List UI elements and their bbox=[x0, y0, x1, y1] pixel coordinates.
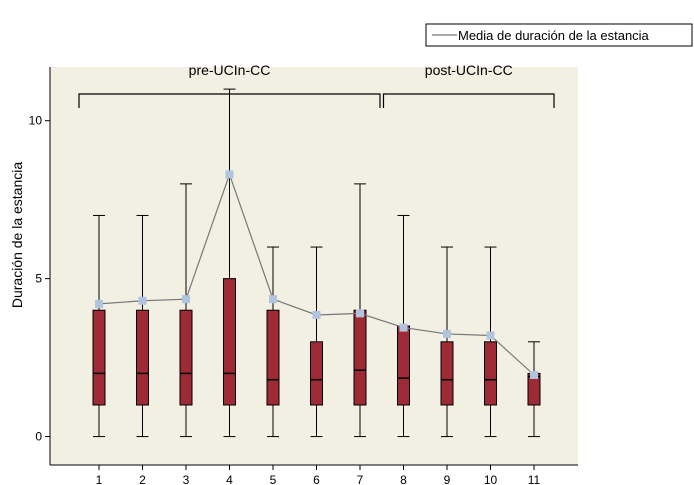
mean-marker bbox=[225, 170, 234, 179]
box-4 bbox=[223, 88, 236, 438]
x-tick-label: 9 bbox=[444, 473, 451, 485]
box-2 bbox=[136, 214, 149, 438]
axes: 0 5 10 1 2 3 4 5 6 7 8 9 10 11 bbox=[29, 67, 578, 485]
legend: Media de duración de la estancia bbox=[425, 23, 693, 47]
box-7 bbox=[353, 183, 367, 438]
mean-marker bbox=[443, 329, 451, 338]
y-axis-label: Duración de la estancia bbox=[9, 162, 25, 309]
box-body bbox=[484, 341, 497, 406]
mean-marker bbox=[312, 310, 321, 319]
x-tick-label: 11 bbox=[528, 473, 541, 485]
mean-marker bbox=[356, 309, 364, 318]
mean-marker bbox=[486, 331, 495, 340]
boxes bbox=[92, 88, 541, 438]
box-body bbox=[223, 278, 236, 406]
x-tick-label: 4 bbox=[226, 473, 233, 485]
box-body bbox=[397, 325, 410, 406]
box-3 bbox=[179, 183, 193, 438]
x-tick-label: 6 bbox=[313, 473, 320, 485]
mean-marker bbox=[182, 295, 190, 304]
group-bracket bbox=[382, 93, 555, 108]
x-tick-label: 5 bbox=[270, 473, 277, 485]
box-1 bbox=[92, 214, 106, 438]
box-6 bbox=[310, 246, 323, 438]
box-body bbox=[179, 309, 193, 406]
x-tick-label: 1 bbox=[96, 473, 103, 485]
x-tick-label: 2 bbox=[139, 473, 146, 485]
x-tick-label: 8 bbox=[400, 473, 407, 485]
mean-marker bbox=[138, 296, 147, 305]
group-label-post: post-UCIn-CC bbox=[425, 62, 513, 78]
box-body bbox=[310, 341, 323, 406]
mean-marker bbox=[269, 295, 277, 304]
box-body bbox=[136, 309, 149, 406]
mean-marker bbox=[399, 323, 408, 332]
box-body bbox=[266, 309, 280, 406]
x-tick-label: 10 bbox=[484, 473, 498, 485]
box-9 bbox=[440, 246, 454, 438]
mean-series bbox=[95, 170, 538, 379]
group-label-pre: pre-UCIn-CC bbox=[189, 62, 271, 78]
x-tick-label: 3 bbox=[183, 473, 190, 485]
box-body bbox=[92, 309, 106, 406]
x-tick-label: 7 bbox=[357, 473, 364, 485]
y-tick-label: 5 bbox=[35, 272, 42, 286]
mean-marker bbox=[530, 370, 538, 379]
box-10 bbox=[484, 246, 497, 438]
legend-box bbox=[425, 23, 693, 47]
y-tick-label: 0 bbox=[35, 430, 42, 444]
mean-marker bbox=[95, 299, 103, 308]
box-body bbox=[353, 309, 367, 406]
box-8 bbox=[397, 214, 410, 438]
box-body bbox=[440, 341, 454, 406]
legend-label: Media de duración de la estancia bbox=[458, 28, 650, 43]
y-tick-label: 10 bbox=[29, 114, 43, 128]
